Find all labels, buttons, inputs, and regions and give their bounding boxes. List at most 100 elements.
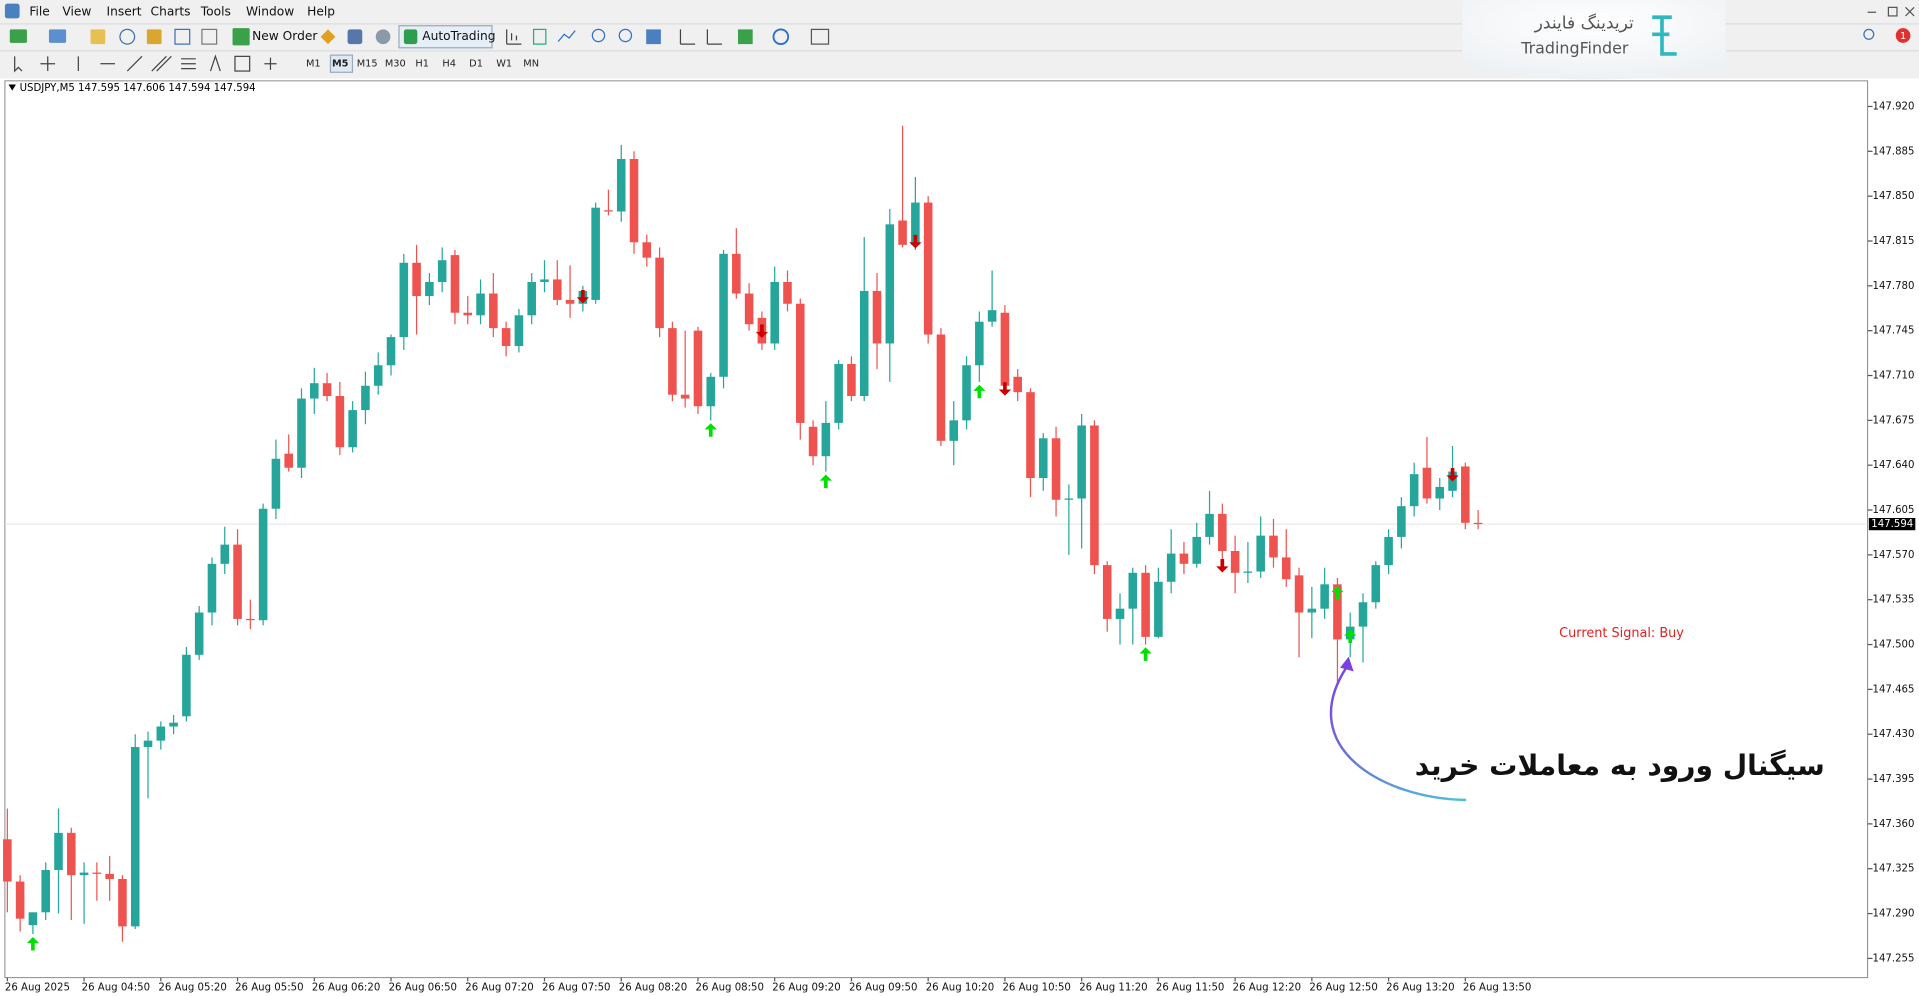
candle-body [1243,571,1253,573]
candle-body [271,458,281,509]
tool-button[interactable] [618,28,633,43]
tool-button[interactable] [40,56,56,72]
x-tick-label: 26 Aug 11:50 [1156,982,1224,993]
menu-item[interactable]: Insert [106,5,141,19]
tool-button[interactable] [264,57,277,70]
x-tick-label: 26 Aug 11:20 [1079,982,1147,993]
new-order-icon[interactable] [232,28,250,46]
candle-body [1320,584,1329,609]
tool-button[interactable] [151,55,172,72]
sell-arrow [576,289,589,304]
x-tick-label: 26 Aug 12:50 [1309,982,1377,993]
tool-button[interactable] [48,29,67,43]
candle-body [1422,467,1432,499]
candle-body [1256,535,1265,572]
timeframe-button[interactable]: H4 [442,59,456,70]
tool-button[interactable] [181,58,196,70]
candle-body [194,612,204,655]
candle-body [182,654,191,717]
candle-body [1013,376,1022,393]
buy-arrow [1139,647,1152,661]
tool-button[interactable] [347,29,363,45]
timeframe-button[interactable]: M30 [385,59,406,70]
menu-item[interactable]: File [29,5,49,19]
candle-body [1000,312,1010,386]
tool-button[interactable] [737,29,753,45]
autotrading-button[interactable] [398,25,493,49]
notification-badge[interactable] [1895,28,1911,43]
candle-body [1141,572,1150,637]
current-price-box [1868,517,1916,531]
tool-button[interactable] [772,28,790,46]
tool-button[interactable] [706,29,723,45]
buy-arrow [819,474,832,488]
autotrading-label[interactable]: AutoTrading [422,29,495,43]
tool-button[interactable] [119,28,136,45]
x-tick-label: 26 Aug 06:20 [312,982,380,993]
candle-body [489,293,498,329]
tool-button[interactable] [209,54,221,72]
maximize[interactable] [1887,6,1898,17]
menu-item[interactable]: Help [307,5,335,19]
candle-body [386,337,396,366]
tool-button[interactable] [679,29,696,45]
candle-body [732,253,741,294]
timeframe-button[interactable]: M1 [306,59,321,70]
tool-button[interactable] [234,55,251,72]
tool-button[interactable] [174,28,191,45]
new-order-label[interactable]: New Order [252,29,318,43]
timeframe-button[interactable]: W1 [496,59,512,70]
menu-item[interactable]: Charts [151,5,191,19]
tool-button[interactable] [126,55,143,72]
tool-button[interactable] [557,30,576,43]
timeframe-button[interactable]: H1 [415,59,429,70]
candle-body [233,544,242,619]
menu-item[interactable]: Window [246,5,294,19]
candle-body [258,508,268,621]
y-tick-label: 147.780 [1872,281,1914,292]
close[interactable] [1905,6,1915,17]
candle-body [1154,581,1163,637]
candle-body [770,281,779,344]
candle-body [501,328,511,347]
tool-button[interactable] [506,29,522,45]
window-controls [1867,6,1915,17]
menu-item[interactable]: View [62,5,91,19]
y-tick-label: 147.745 [1872,326,1914,337]
timeframe-button[interactable]: MN [523,59,539,70]
candle-body [744,293,754,325]
tool-button[interactable] [146,29,162,45]
tool-button[interactable] [646,29,661,45]
sell-arrow [1216,558,1229,573]
candle-body [284,453,293,468]
candle-body [463,312,473,316]
logo-latin: TradingFinder [1520,38,1629,57]
tool-button[interactable] [532,28,547,45]
annotation-arrow [1330,667,1467,802]
tool-button[interactable] [375,29,391,45]
candle-body [1371,565,1381,603]
candle-body [1166,553,1176,582]
candle-body [795,303,805,423]
tool-button[interactable] [591,28,606,43]
timeframe-button[interactable]: D1 [469,59,483,70]
timeframe-button[interactable]: M5 [332,59,349,70]
candle-body [1064,498,1074,500]
tool-button[interactable] [90,29,106,45]
autotrading-icon [403,29,418,45]
tool-button[interactable] [320,29,336,45]
candle-body [1409,474,1419,507]
drawing-tools [14,54,277,73]
candle-body [425,281,434,297]
candle-body [655,257,664,329]
menu-item[interactable]: Tools [200,5,231,19]
y-tick-label: 147.325 [1872,864,1914,875]
tool-button[interactable] [201,28,218,45]
tool-button[interactable] [810,28,830,45]
search-icon[interactable] [1863,28,1875,40]
tool-button[interactable] [14,56,23,73]
tool-button[interactable] [9,29,27,43]
timeframe-button[interactable]: M15 [357,59,378,70]
chart-menu-marker [8,84,16,91]
candle-body [322,383,332,397]
